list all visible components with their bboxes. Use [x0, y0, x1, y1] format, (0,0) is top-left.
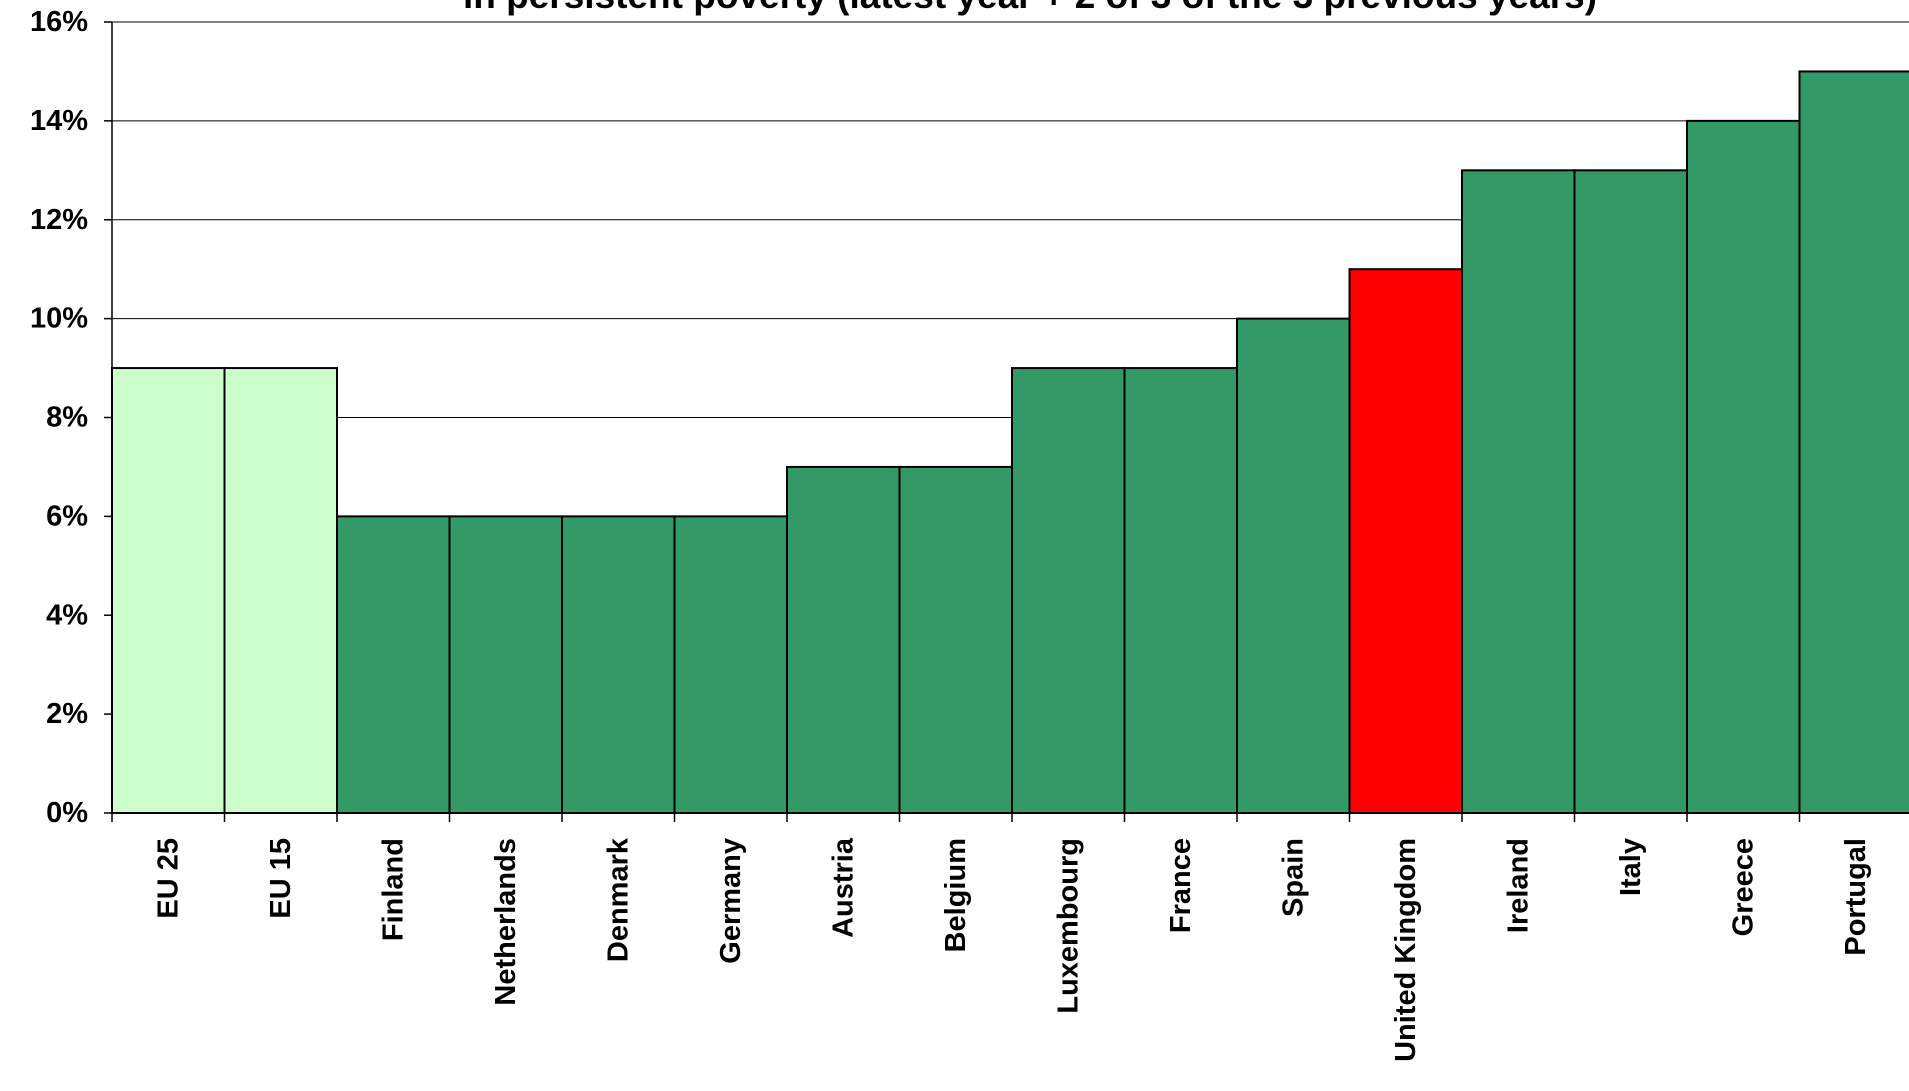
bar-eu-15 [225, 368, 338, 813]
bar-ireland [1462, 170, 1575, 813]
bar-austria [787, 467, 900, 813]
category-label: Finland [377, 838, 409, 941]
bar-france [1125, 368, 1238, 813]
y-tick-label: 10% [30, 303, 88, 335]
bar-denmark [562, 516, 675, 813]
category-label: United Kingdom [1390, 838, 1422, 1062]
category-label: Belgium [940, 838, 972, 952]
category-label: Luxembourg [1052, 838, 1084, 1014]
bar-germany [675, 516, 788, 813]
y-tick-label: 6% [46, 500, 88, 532]
category-label: Portugal [1840, 838, 1872, 956]
y-tick-label: 0% [46, 797, 88, 829]
category-label: EU 25 [152, 838, 184, 919]
category-label: Ireland [1502, 838, 1534, 933]
bar-greece [1687, 121, 1800, 813]
category-label: France [1165, 838, 1197, 933]
y-tick-labels: 0% 2% 4% 6% 8% 10% 12% 14% 16% [30, 6, 88, 829]
y-tick-label: 2% [46, 698, 88, 730]
bars [112, 71, 1909, 813]
x-category-labels: EU 25 EU 15 Finland Netherlands Denmark Germa… [152, 837, 1872, 1062]
chart-title: in persistent poverty (latest year + 2 o… [463, 0, 1597, 16]
bar-netherlands [450, 516, 563, 813]
bar-luxembourg [1012, 368, 1125, 813]
y-tick-label: 12% [30, 204, 88, 236]
bar-belgium [900, 467, 1013, 813]
category-label: Denmark [602, 837, 634, 962]
bar-finland [337, 516, 450, 813]
category-label: Spain [1277, 838, 1309, 917]
y-tick-label: 16% [30, 6, 88, 38]
y-tick-label: 14% [30, 105, 88, 137]
bar-united-kingdom [1350, 269, 1463, 813]
bar-portugal [1800, 71, 1909, 813]
category-label: Austria [827, 837, 859, 938]
category-label: Greece [1727, 838, 1759, 936]
bar-eu-25 [112, 368, 225, 813]
category-label: Netherlands [490, 838, 522, 1006]
bar-italy [1575, 170, 1688, 813]
category-label: Italy [1615, 838, 1647, 896]
category-label: Germany [715, 838, 747, 964]
y-tick-label: 8% [46, 402, 88, 434]
y-tick-label: 4% [46, 599, 88, 631]
bar-spain [1237, 319, 1350, 813]
category-label: EU 15 [265, 838, 297, 919]
